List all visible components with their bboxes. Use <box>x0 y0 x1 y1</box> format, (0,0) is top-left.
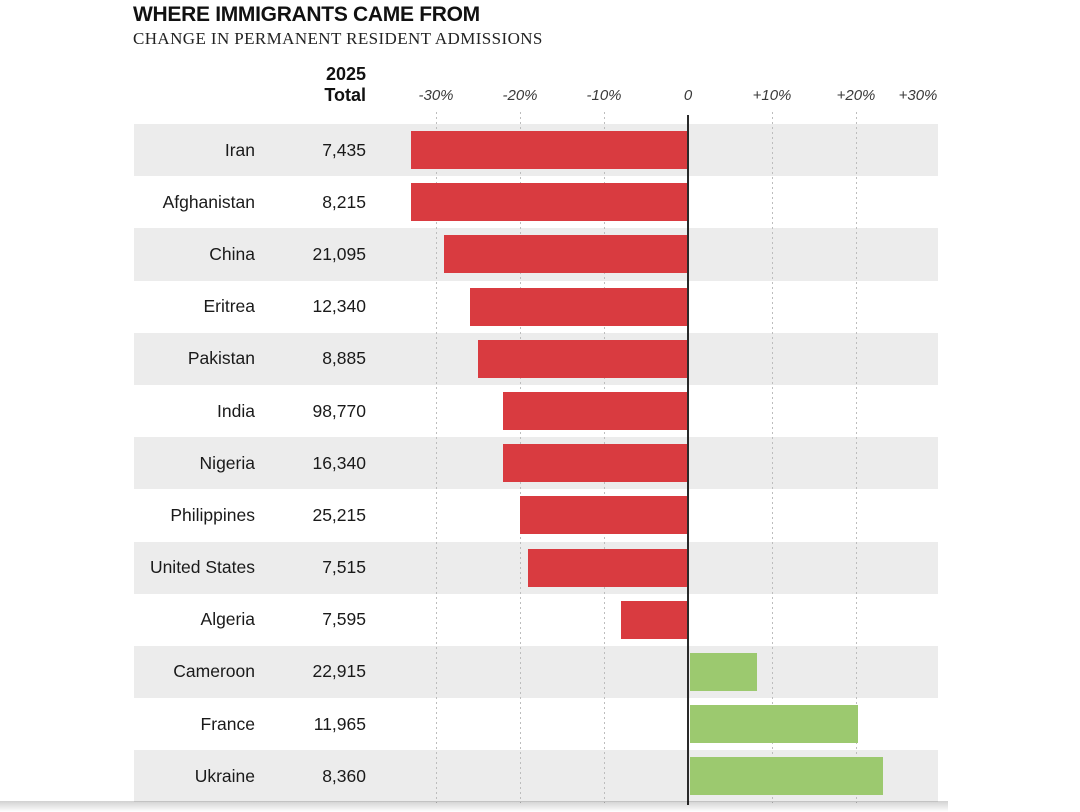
change-bar-negative <box>469 287 688 326</box>
total-value: 22,915 <box>312 661 366 682</box>
country-label: Afghanistan <box>162 191 255 212</box>
gridline <box>435 112 437 803</box>
gridline <box>855 112 857 803</box>
table-row: Afghanistan 8,215 <box>134 176 938 228</box>
table-row: Nigeria 16,340 <box>134 437 938 490</box>
table-row: France 11,965 <box>134 698 938 750</box>
change-bar-positive <box>690 652 758 691</box>
total-value: 21,095 <box>312 243 366 264</box>
axis-tick-label: +20% <box>836 87 876 104</box>
total-value: 7,515 <box>322 557 366 578</box>
change-bar-negative <box>410 131 688 169</box>
change-bar-negative <box>410 183 688 222</box>
total-value: 98,770 <box>312 400 366 421</box>
axis-tick-label: -30% <box>418 87 454 104</box>
country-label: Cameroon <box>173 661 255 682</box>
total-value: 8,885 <box>322 348 366 369</box>
change-bar-negative <box>503 391 688 430</box>
total-value: 7,435 <box>322 139 366 160</box>
table-row: Algeria 7,595 <box>134 594 938 646</box>
card-bottom-shadow <box>0 801 948 812</box>
table-row: Cameroon 22,915 <box>134 645 938 699</box>
change-bar-negative <box>444 235 688 274</box>
table-row: China 21,095 <box>134 228 938 281</box>
total-value: 7,595 <box>322 609 366 630</box>
chart-subtitle: CHANGE IN PERMANENT RESIDENT ADMISSIONS <box>133 29 543 48</box>
table-row: India 98,770 <box>134 385 938 437</box>
axis-tick-label: -20% <box>502 87 538 104</box>
page-title: WHERE IMMIGRANTS CAME FROM <box>133 3 480 26</box>
change-bar-negative <box>503 444 688 483</box>
axis-tick-label: +10% <box>752 87 792 104</box>
change-bar-negative <box>620 600 688 639</box>
total-value: 12,340 <box>312 296 366 317</box>
total-column-header-line1: 2025 <box>325 64 366 84</box>
chart-rows: Iran 7,435 Afghanistan 8,215 China 21,09… <box>134 124 938 803</box>
country-label: United States <box>149 557 255 578</box>
change-bar-negative <box>478 339 688 378</box>
total-column-header: 2025 Total <box>272 64 366 106</box>
axis-tick-label: +30% <box>898 87 938 104</box>
total-value: 8,360 <box>322 765 366 786</box>
country-label: Philippines <box>170 504 255 525</box>
total-value: 8,215 <box>322 191 366 212</box>
table-row: Philippines 25,215 <box>134 489 938 541</box>
total-value: 16,340 <box>312 452 366 473</box>
country-label: Iran <box>224 139 255 160</box>
table-row: Ukraine 8,360 <box>134 750 938 803</box>
table-row: Iran 7,435 <box>134 124 938 177</box>
axis-tick-label: -10% <box>586 87 622 104</box>
zero-axis-line <box>687 115 689 805</box>
change-bar-positive <box>690 757 884 796</box>
table-row: United States 7,515 <box>134 541 938 594</box>
country-label: Eritrea <box>203 296 255 317</box>
table-row: Pakistan 8,885 <box>134 332 938 385</box>
country-label: Nigeria <box>199 452 255 473</box>
gridline <box>771 112 773 803</box>
change-bar-negative <box>520 496 688 535</box>
table-row: Eritrea 12,340 <box>134 281 938 333</box>
country-label: Pakistan <box>187 348 255 369</box>
change-bar-negative <box>528 548 688 587</box>
total-column-header-line2: Total <box>324 85 366 105</box>
change-bar-positive <box>690 705 858 744</box>
total-value: 25,215 <box>312 504 366 525</box>
country-label: India <box>217 400 255 421</box>
country-label: China <box>209 243 255 264</box>
country-label: Algeria <box>200 609 255 630</box>
total-value: 11,965 <box>313 713 366 734</box>
country-label: France <box>200 713 255 734</box>
axis-tick-label: 0 <box>683 87 693 104</box>
country-label: Ukraine <box>194 765 255 786</box>
